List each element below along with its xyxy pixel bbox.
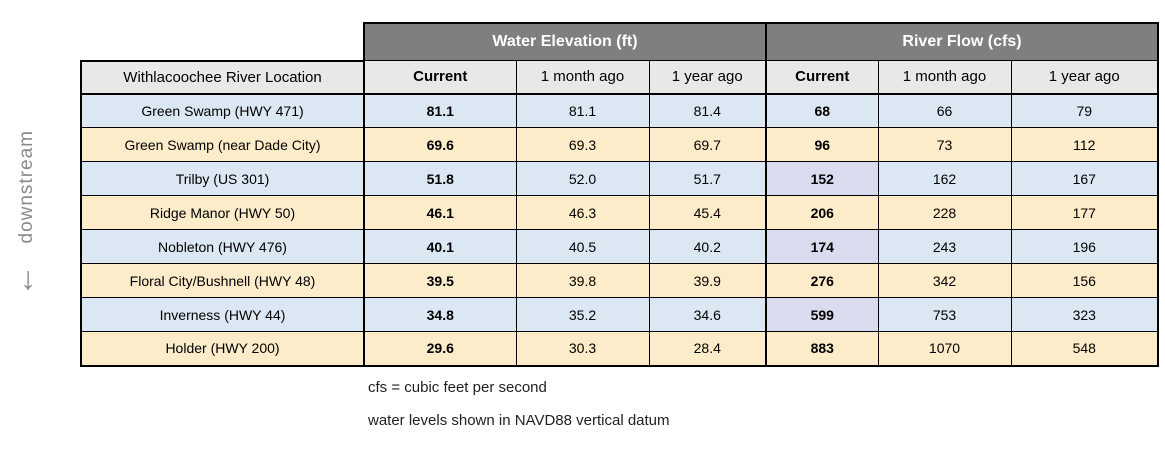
table-row: Green Swamp (HWY 471) 81.1 81.1 81.4 68 … <box>80 93 1159 128</box>
flow-current-cell: 68 <box>765 93 879 128</box>
flow-1year-cell: 177 <box>1010 195 1159 230</box>
elev-1month-cell: 52.0 <box>515 161 650 196</box>
flow-current-cell: 152 <box>765 161 879 196</box>
table-row: Holder (HWY 200) 29.6 30.3 28.4 883 1070… <box>80 331 1159 367</box>
elev-current-cell: 46.1 <box>363 195 517 230</box>
location-cell: Inverness (HWY 44) <box>80 297 365 332</box>
flow-current-cell: 174 <box>765 229 879 264</box>
footnote-cfs: cfs = cubic feet per second <box>368 379 547 396</box>
elev-1month-cell: 69.3 <box>515 127 650 162</box>
footnotes: cfs = cubic feet per second water levels… <box>368 379 670 445</box>
flow-current-cell: 599 <box>765 297 879 332</box>
elev-current-cell: 69.6 <box>363 127 517 162</box>
elev-1year-cell: 81.4 <box>648 93 767 128</box>
water-elevation-group-header: Water Elevation (ft) <box>363 22 767 61</box>
river-data-table: Water Elevation (ft) River Flow (cfs) Wi… <box>80 22 1159 367</box>
elev-current-cell: 81.1 <box>363 93 517 128</box>
flow-1month-cell: 342 <box>877 263 1012 298</box>
flow-1year-cell: 156 <box>1010 263 1159 298</box>
downstream-caption: downstream <box>16 130 37 244</box>
location-cell: Green Swamp (near Dade City) <box>80 127 365 162</box>
sub-header-row: Withlacoochee River Location Current 1 m… <box>80 59 1159 95</box>
elev-current-cell: 51.8 <box>363 161 517 196</box>
flow-current-cell: 206 <box>765 195 879 230</box>
location-cell: Green Swamp (HWY 471) <box>80 93 365 128</box>
location-cell: Nobleton (HWY 476) <box>80 229 365 264</box>
elev-1month-cell: 30.3 <box>515 331 650 367</box>
table-row: Inverness (HWY 44) 34.8 35.2 34.6 599 75… <box>80 297 1159 332</box>
river-flow-group-header: River Flow (cfs) <box>765 22 1159 61</box>
elev-1year-cell: 51.7 <box>648 161 767 196</box>
group-header-row: Water Elevation (ft) River Flow (cfs) <box>81 22 1159 61</box>
elev-current-cell: 40.1 <box>363 229 517 264</box>
flow-1month-cell: 162 <box>877 161 1012 196</box>
elev-current-cell: 29.6 <box>363 331 517 367</box>
elev-current-cell: 39.5 <box>363 263 517 298</box>
flow-1year-cell: 196 <box>1010 229 1159 264</box>
flow-1month-cell: 66 <box>877 93 1012 128</box>
flow-1month-cell: 228 <box>877 195 1012 230</box>
elev-1year-cell: 69.7 <box>648 127 767 162</box>
table-row: Nobleton (HWY 476) 40.1 40.5 40.2 174 24… <box>80 229 1159 264</box>
flow-1month-cell: 753 <box>877 297 1012 332</box>
flow-1year-cell: 112 <box>1010 127 1159 162</box>
downstream-arrow-icon: ↓ <box>20 260 36 296</box>
flow-1month-header: 1 month ago <box>877 60 1012 95</box>
elev-1month-cell: 35.2 <box>515 297 650 332</box>
flow-1year-cell: 548 <box>1010 331 1159 367</box>
location-cell: Ridge Manor (HWY 50) <box>80 195 365 230</box>
flow-1month-cell: 73 <box>877 127 1012 162</box>
flow-1month-cell: 1070 <box>877 331 1012 367</box>
elev-current-cell: 34.8 <box>363 297 517 332</box>
table-row: Trilby (US 301) 51.8 52.0 51.7 152 162 1… <box>80 161 1159 196</box>
table-body: Green Swamp (HWY 471) 81.1 81.1 81.4 68 … <box>80 93 1159 367</box>
location-cell: Trilby (US 301) <box>80 161 365 196</box>
elev-1month-cell: 81.1 <box>515 93 650 128</box>
footnote-datum: water levels shown in NAVD88 vertical da… <box>368 412 670 429</box>
elev-1year-cell: 45.4 <box>648 195 767 230</box>
elev-1year-cell: 39.9 <box>648 263 767 298</box>
location-cell: Floral City/Bushnell (HWY 48) <box>80 263 365 298</box>
elev-1month-cell: 46.3 <box>515 195 650 230</box>
flow-current-cell: 276 <box>765 263 879 298</box>
table-row: Floral City/Bushnell (HWY 48) 39.5 39.8 … <box>80 263 1159 298</box>
flow-1year-cell: 167 <box>1010 161 1159 196</box>
elev-1year-cell: 40.2 <box>648 229 767 264</box>
elev-1year-cell: 28.4 <box>648 331 767 367</box>
flow-current-cell: 96 <box>765 127 879 162</box>
flow-1year-cell: 79 <box>1010 93 1159 128</box>
flow-1year-cell: 323 <box>1010 297 1159 332</box>
table-row: Ridge Manor (HWY 50) 46.1 46.3 45.4 206 … <box>80 195 1159 230</box>
flow-current-cell: 883 <box>765 331 879 367</box>
elev-1month-header: 1 month ago <box>515 60 650 95</box>
table-row: Green Swamp (near Dade City) 69.6 69.3 6… <box>80 127 1159 162</box>
elev-1month-cell: 40.5 <box>515 229 650 264</box>
elev-1year-header: 1 year ago <box>648 60 767 95</box>
elev-current-header: Current <box>363 60 517 95</box>
elev-1year-cell: 34.6 <box>648 297 767 332</box>
elev-1month-cell: 39.8 <box>515 263 650 298</box>
flow-1month-cell: 243 <box>877 229 1012 264</box>
location-column-header: Withlacoochee River Location <box>80 59 365 95</box>
location-cell: Holder (HWY 200) <box>80 331 365 367</box>
flow-current-header: Current <box>765 60 879 95</box>
corner-spacer <box>81 23 364 61</box>
flow-1year-header: 1 year ago <box>1010 60 1159 95</box>
